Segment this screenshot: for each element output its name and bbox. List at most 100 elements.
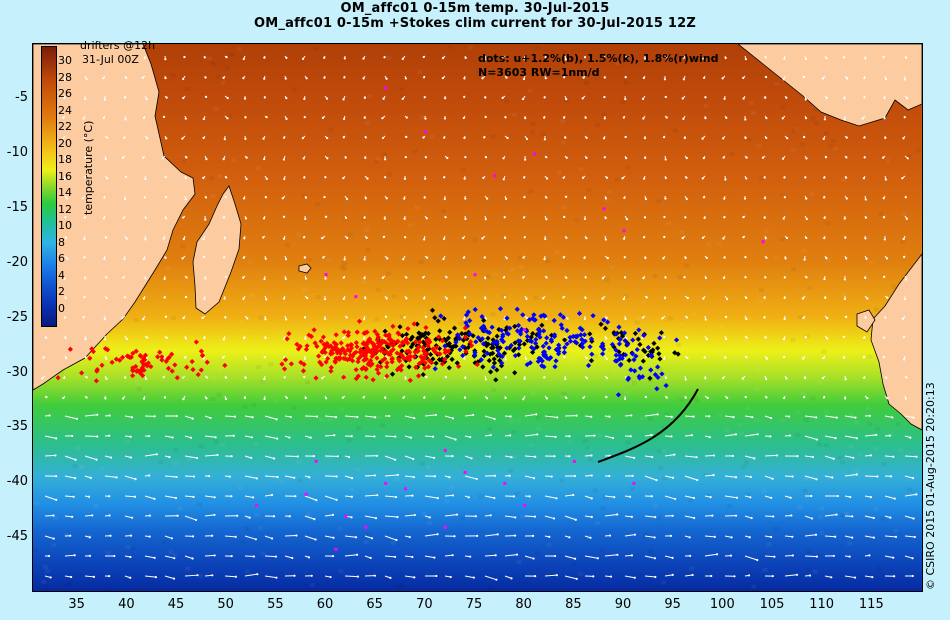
current-arrowhead bbox=[843, 278, 846, 281]
current-arrowhead bbox=[282, 237, 286, 240]
particle-dot-black bbox=[481, 353, 487, 359]
particle-dot-blue bbox=[473, 339, 479, 345]
particle-dot-red bbox=[442, 347, 448, 353]
colorbar-tick: 16 bbox=[58, 169, 72, 183]
texture-speck bbox=[597, 433, 603, 438]
current-arrowhead bbox=[753, 457, 756, 460]
texture-speck bbox=[237, 485, 243, 490]
current-arrow bbox=[904, 475, 914, 479]
particle-dot-red bbox=[297, 343, 303, 350]
texture-speck bbox=[601, 112, 607, 117]
current-arrowhead bbox=[315, 415, 319, 418]
map-panel[interactable] bbox=[32, 43, 923, 592]
texture-speck bbox=[867, 356, 873, 361]
particle-dot-blue bbox=[467, 331, 473, 337]
current-arrowhead bbox=[345, 197, 349, 201]
texture-speck bbox=[34, 501, 40, 506]
current-arrowhead bbox=[423, 96, 426, 99]
particle-dot-blue bbox=[514, 328, 521, 334]
particle-dot-black bbox=[480, 364, 486, 370]
texture-speck bbox=[460, 516, 466, 521]
texture-speck bbox=[803, 476, 809, 481]
particle-dot-red bbox=[373, 347, 379, 353]
texture-speck bbox=[614, 177, 620, 182]
particle-dot-black bbox=[447, 350, 453, 356]
current-arrowhead bbox=[783, 196, 786, 199]
current-arrow bbox=[684, 455, 697, 458]
current-arrowhead bbox=[769, 416, 773, 420]
particle-dot-red bbox=[384, 364, 390, 370]
texture-speck bbox=[158, 459, 164, 464]
current-arrowhead bbox=[882, 336, 885, 340]
texture-speck bbox=[216, 392, 222, 397]
current-arrowhead bbox=[523, 377, 526, 380]
texture-speck bbox=[430, 134, 436, 139]
current-arrowhead bbox=[542, 297, 545, 300]
current-arrowhead bbox=[721, 376, 725, 380]
current-arrow bbox=[64, 455, 76, 461]
current-arrowhead bbox=[345, 316, 348, 319]
current-arrow bbox=[644, 475, 657, 481]
temperature-map[interactable] bbox=[33, 44, 922, 591]
current-arrowhead bbox=[301, 137, 304, 140]
x-tick-label: 50 bbox=[217, 597, 234, 612]
particle-dot-red bbox=[445, 348, 451, 354]
particle-dot-blue bbox=[615, 392, 622, 398]
texture-speck bbox=[611, 368, 617, 373]
y-tick-label: -45 bbox=[6, 529, 28, 545]
particle-dot-blue bbox=[482, 328, 488, 334]
texture-speck bbox=[426, 521, 432, 526]
texture-speck bbox=[825, 257, 831, 262]
current-arrowhead bbox=[512, 495, 516, 498]
texture-speck bbox=[491, 388, 497, 393]
particle-dot-red bbox=[94, 368, 100, 374]
current-arrowhead bbox=[47, 554, 51, 558]
texture-speck bbox=[899, 239, 905, 244]
current-arrowhead bbox=[108, 574, 111, 578]
current-arrowhead bbox=[683, 136, 686, 140]
current-arrowhead bbox=[242, 197, 246, 200]
current-arrowhead bbox=[442, 397, 445, 400]
texture-speck bbox=[260, 551, 266, 556]
current-arrowhead bbox=[496, 533, 499, 536]
current-arrowhead bbox=[321, 116, 325, 120]
particle-dot-black bbox=[432, 315, 438, 321]
current-arrowhead bbox=[164, 76, 167, 80]
current-arrowhead bbox=[222, 158, 225, 161]
current-arrowhead bbox=[536, 433, 539, 436]
texture-speck bbox=[854, 469, 860, 474]
current-arrow bbox=[344, 415, 358, 418]
current-arrowhead bbox=[730, 536, 733, 539]
current-arrowhead bbox=[845, 156, 848, 159]
particle-dot-blue bbox=[514, 306, 520, 312]
current-arrowhead bbox=[683, 276, 686, 279]
current-arrowhead bbox=[723, 97, 726, 100]
current-arrowhead bbox=[783, 317, 786, 321]
current-arrowhead bbox=[802, 396, 806, 399]
texture-speck bbox=[297, 478, 303, 483]
texture-speck bbox=[546, 413, 552, 418]
current-arrowhead bbox=[245, 156, 248, 159]
current-arrow bbox=[184, 495, 194, 498]
particle-dot-red bbox=[298, 359, 304, 366]
texture-speck bbox=[637, 354, 643, 359]
current-arrowhead bbox=[104, 397, 107, 400]
current-arrowhead bbox=[788, 434, 792, 437]
current-arrowhead bbox=[276, 475, 279, 479]
current-arrowhead bbox=[855, 473, 858, 476]
current-arrowhead bbox=[524, 158, 527, 161]
current-arrow bbox=[464, 575, 474, 579]
current-arrowhead bbox=[581, 176, 585, 179]
current-arrowhead bbox=[165, 196, 168, 199]
texture-speck bbox=[449, 486, 455, 491]
current-arrowhead bbox=[270, 537, 274, 540]
current-arrowhead bbox=[55, 475, 58, 478]
current-arrow bbox=[244, 535, 257, 540]
current-arrowhead bbox=[363, 277, 366, 280]
current-arrowhead bbox=[374, 416, 377, 419]
current-arrowhead bbox=[509, 415, 512, 418]
current-arrowhead bbox=[343, 258, 346, 261]
particle-dot-blue bbox=[537, 334, 543, 340]
drifter-marker bbox=[473, 273, 477, 277]
current-arrowhead bbox=[262, 217, 266, 220]
